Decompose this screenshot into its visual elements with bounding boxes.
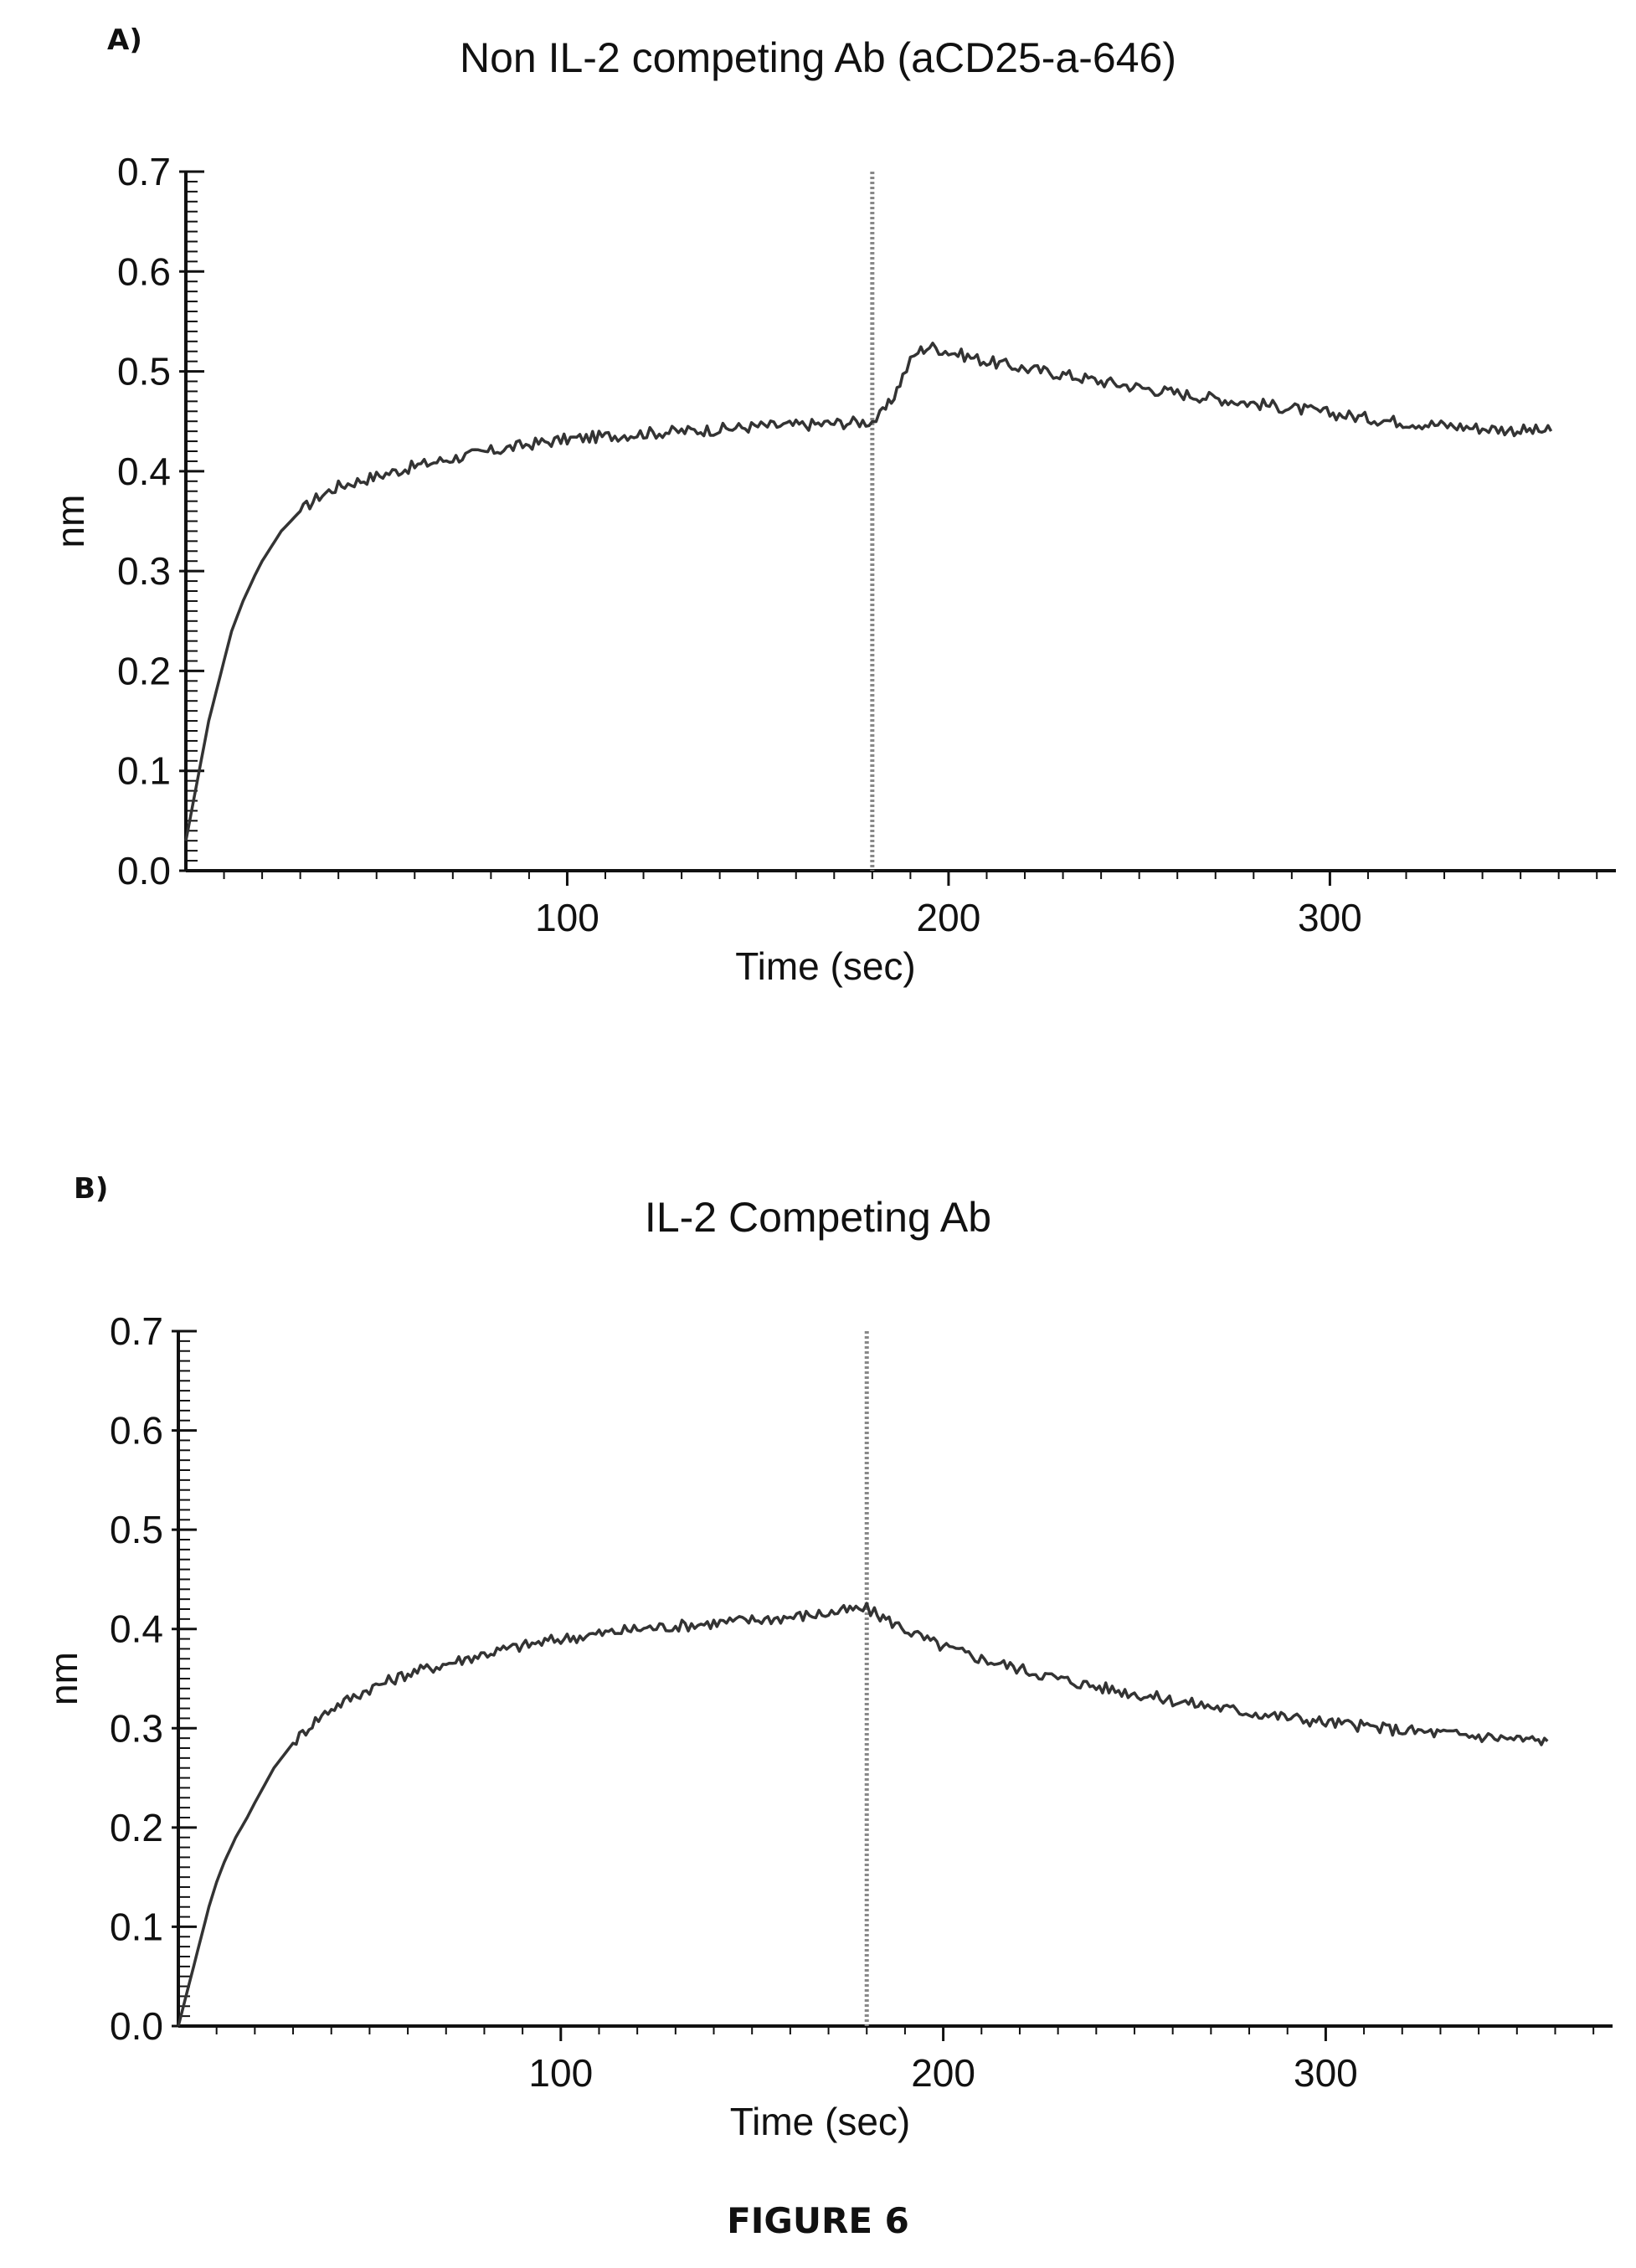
- y-tick-label: 0.3: [110, 1706, 163, 1750]
- chart-title-b: IL-2 Competing Ab: [644, 1194, 992, 1241]
- y-tick-label: 0.6: [110, 1409, 163, 1453]
- x-tick-label: 200: [917, 896, 981, 939]
- x-axis-title: Time (sec): [730, 2100, 911, 2143]
- panel-label-b: B): [74, 1172, 109, 1206]
- x-tick-label: 300: [1298, 896, 1362, 939]
- x-tick-label: 300: [1294, 2051, 1358, 2095]
- sensorgram-series-line: [177, 1602, 1549, 2027]
- x-tick-label: 100: [535, 896, 599, 939]
- y-axis-title: nm: [49, 495, 92, 548]
- x-tick-label: 200: [911, 2051, 975, 2095]
- y-tick-label: 0.2: [117, 649, 171, 692]
- y-tick-label: 0.7: [117, 150, 171, 193]
- y-tick-label: 0.5: [117, 350, 171, 393]
- sensorgram-series-line: [184, 342, 1553, 841]
- chart-a: 0.0 0.1 0.2 0.3 0.4 0.5 0.6 0.7 100 200 300 Time (s…: [49, 150, 1616, 988]
- chart-title-a: Non IL-2 competing Ab (aCD25-a-646): [459, 34, 1176, 81]
- y-tick-label: 0.4: [117, 450, 171, 493]
- y-tick-label: 0.5: [110, 1508, 163, 1551]
- x-axis-title: Time (sec): [735, 944, 916, 988]
- figure-caption: FIGURE 6: [727, 2200, 909, 2241]
- y-tick-label: 0.1: [117, 749, 171, 793]
- y-tick-label: 0.0: [117, 849, 171, 892]
- y-tick-label: 0.4: [110, 1607, 163, 1651]
- y-tick-label: 0.0: [110, 2004, 163, 2048]
- y-tick-label: 0.2: [110, 1806, 163, 1849]
- y-tick-label: 0.7: [110, 1309, 163, 1353]
- panel-label-a: A): [107, 23, 142, 57]
- y-tick-label: 0.6: [117, 249, 171, 293]
- x-tick-label: 100: [528, 2051, 593, 2095]
- y-tick-label: 0.1: [110, 1905, 163, 1948]
- chart-b: 0.0 0.1 0.2 0.3 0.4 0.5 0.6 0.7 100 200 300 Time (s…: [42, 1309, 1613, 2143]
- y-tick-label: 0.3: [117, 549, 171, 593]
- y-axis-title: nm: [42, 1652, 85, 1705]
